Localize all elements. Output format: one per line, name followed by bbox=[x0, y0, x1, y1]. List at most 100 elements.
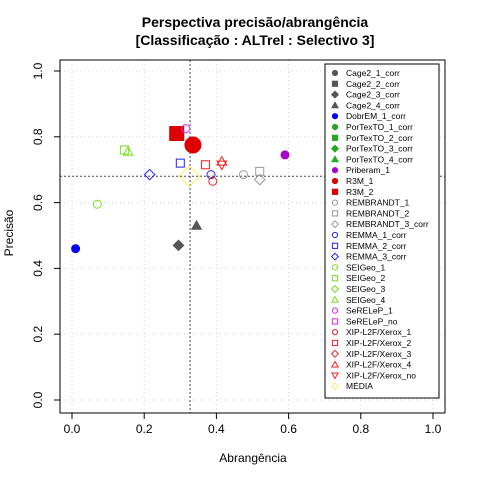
data-point bbox=[216, 160, 228, 171]
chart-subtitle: [Classificação : ALTrel : Selectivo 3] bbox=[136, 32, 375, 48]
legend-marker bbox=[331, 295, 339, 303]
legend-label: DobrEM_1_corr bbox=[346, 111, 406, 121]
legend-marker bbox=[331, 339, 339, 347]
legend-marker bbox=[331, 134, 339, 141]
y-axis-title: Precisão bbox=[2, 209, 16, 256]
legend-marker bbox=[331, 188, 339, 195]
data-point bbox=[71, 244, 81, 254]
legend-label: Priberam_1 bbox=[346, 165, 390, 175]
legend-label: SEIGeo_2 bbox=[346, 273, 385, 283]
y-tick-label: 0.2 bbox=[31, 326, 45, 343]
legend-marker bbox=[331, 307, 339, 314]
data-point bbox=[255, 166, 265, 176]
y-tick-label: 0.4 bbox=[31, 260, 45, 277]
y-tick-label: 0.6 bbox=[31, 194, 45, 211]
legend-label: PorTexTO_2_corr bbox=[346, 133, 413, 143]
data-points bbox=[71, 124, 290, 254]
legend-marker bbox=[331, 318, 339, 325]
legend-marker bbox=[331, 231, 339, 239]
legend-label: XIP-L2F/Xerox_1 bbox=[346, 327, 411, 337]
legend-marker bbox=[331, 101, 339, 109]
data-point bbox=[238, 170, 248, 180]
legend-label: REMMA_1_corr bbox=[346, 230, 407, 240]
legend-marker bbox=[330, 382, 340, 391]
data-point bbox=[169, 126, 185, 142]
x-tick-label: 0.4 bbox=[208, 422, 225, 436]
legend-label: SEIGeo_1 bbox=[346, 262, 385, 272]
legend-marker bbox=[331, 372, 339, 380]
legend-marker bbox=[331, 155, 339, 163]
data-point bbox=[253, 173, 266, 186]
legend-label: Cage2_4_corr bbox=[346, 100, 400, 110]
legend-label: XIP-L2F/Xerox_no bbox=[346, 370, 416, 380]
legend-marker bbox=[331, 210, 339, 217]
legend-label: Cage2_2_corr bbox=[346, 79, 400, 89]
data-point bbox=[178, 165, 201, 188]
legend-marker bbox=[330, 220, 340, 229]
legend-marker bbox=[330, 284, 340, 294]
data-point bbox=[143, 168, 156, 181]
legend-label: XIP-L2F/Xerox_4 bbox=[346, 360, 411, 370]
legend-label: SEIGeo_3 bbox=[346, 284, 385, 294]
legend-label: XIP-L2F/Xerox_3 bbox=[346, 349, 411, 359]
legend-marker bbox=[331, 242, 339, 249]
y-tick-label: 1.0 bbox=[31, 62, 45, 79]
x-tick-label: 0.8 bbox=[352, 422, 369, 436]
legend-marker bbox=[331, 69, 339, 77]
legend-label: Cage2_3_corr bbox=[346, 90, 400, 100]
legend-marker bbox=[331, 264, 339, 271]
legend-label: SeRELeP_1 bbox=[346, 306, 393, 316]
axis-ticks: 0.0 0.2 0.4 0.6 0.8 1.0 0.0 0.2 0.4 0.6 0.8 1.0 bbox=[31, 62, 442, 436]
x-tick-label: 0.2 bbox=[136, 422, 153, 436]
legend-box bbox=[324, 63, 440, 399]
legend-label: REMMA_2_corr bbox=[346, 241, 407, 251]
legend-label: REMBRANDT_3_corr bbox=[346, 219, 429, 229]
y-tick-label: 0.0 bbox=[31, 391, 45, 408]
legend-marker bbox=[331, 329, 339, 336]
x-tick-label: 1.0 bbox=[425, 422, 442, 436]
data-point bbox=[280, 150, 290, 160]
legend-label: XIP-L2F/Xerox_2 bbox=[346, 338, 411, 348]
data-point bbox=[206, 170, 216, 180]
data-point bbox=[92, 199, 102, 209]
data-point bbox=[201, 160, 211, 170]
plot-frame bbox=[59, 59, 446, 414]
legend-label: R3M_1 bbox=[346, 176, 374, 186]
legend-marker bbox=[331, 80, 339, 87]
legend-label: MÉDIA bbox=[346, 381, 373, 391]
legend-marker bbox=[331, 199, 339, 206]
legend-label: REMBRANDT_1 bbox=[346, 198, 410, 208]
data-point bbox=[172, 239, 185, 252]
x-tick-label: 0.0 bbox=[64, 422, 81, 436]
legend-marker bbox=[331, 113, 339, 120]
legend: Cage2_1_corrCage2_2_corrCage2_3_corrCage… bbox=[324, 63, 440, 399]
data-point bbox=[190, 219, 203, 230]
y-tick-label: 0.8 bbox=[31, 128, 45, 145]
legend-label: Cage2_1_corr bbox=[346, 68, 400, 78]
x-axis-title: Abrangência bbox=[219, 451, 287, 465]
data-point bbox=[122, 145, 134, 156]
legend-label: PorTexTO_4_corr bbox=[346, 154, 413, 164]
data-point bbox=[208, 176, 218, 186]
legend-marker bbox=[330, 90, 340, 99]
legend-label: REMBRANDT_2 bbox=[346, 208, 410, 218]
data-point bbox=[181, 124, 191, 134]
legend-marker bbox=[330, 349, 340, 358]
legend-label: PorTexTO_1_corr bbox=[346, 122, 413, 132]
legend-marker bbox=[331, 360, 339, 368]
data-point bbox=[175, 158, 185, 168]
legend-marker bbox=[331, 177, 339, 185]
legend-marker bbox=[330, 252, 340, 261]
chart-title: Perspectiva precisão/abrangência bbox=[142, 14, 369, 30]
legend-marker bbox=[331, 275, 339, 282]
legend-label: SeRELeP_no bbox=[346, 316, 398, 326]
legend-label: REMMA_3_corr bbox=[346, 252, 407, 262]
legend-label: PorTexTO_3_corr bbox=[346, 144, 413, 154]
data-point bbox=[184, 136, 202, 154]
legend-label: R3M_2 bbox=[346, 187, 374, 197]
legend-marker bbox=[330, 144, 340, 153]
x-tick-label: 0.6 bbox=[280, 422, 297, 436]
legend-label: SEIGeo_4 bbox=[346, 295, 385, 305]
legend-marker bbox=[331, 167, 339, 174]
